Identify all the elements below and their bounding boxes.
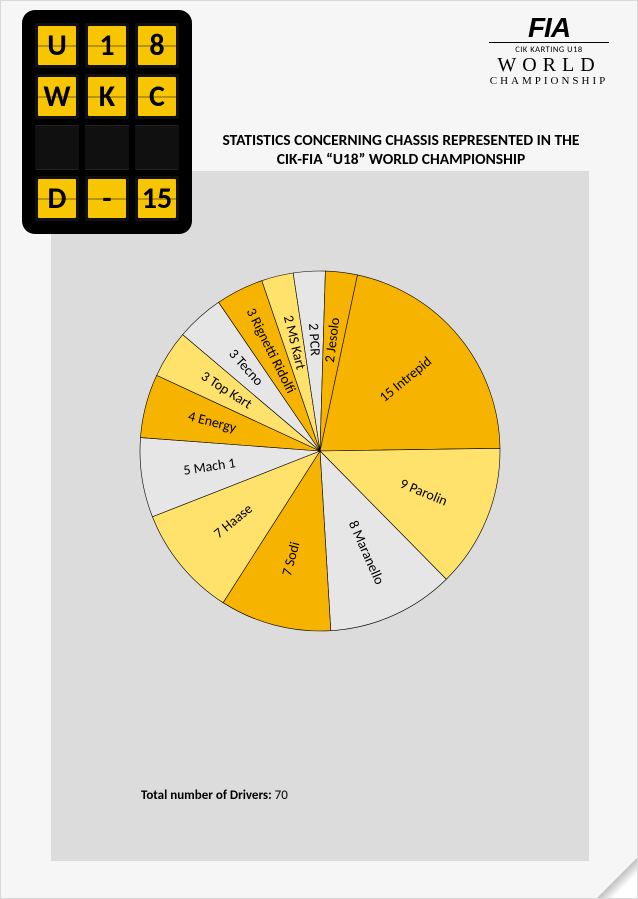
flap-cell [85,125,129,170]
chart-title: STATISTICS CONCERNING CHASSIS REPRESENTE… [211,131,591,170]
pie-label: 2 PCR [305,323,324,357]
flap-cell [135,125,179,170]
fia-world: WORLD [489,56,609,75]
page-curl [597,858,637,898]
flap-cell: C [135,74,179,119]
flap-cell: D [35,176,79,221]
flap-cell: - [85,176,129,221]
flap-cell: 15 [135,176,179,221]
flap-cell: U [35,23,79,68]
flap-cell: W [35,74,79,119]
grey-panel: 15 Intrepid9 Parolin8 Maranello7 Sodi7 H… [51,171,589,861]
flap-cell: 1 [85,23,129,68]
flap-cell: K [85,74,129,119]
total-drivers: Total number of Drivers: 70 [141,788,288,803]
fia-champ: CHAMPIONSHIP [489,75,609,87]
pie-chart: 15 Intrepid9 Parolin8 Maranello7 Sodi7 H… [110,231,530,671]
flap-cell: 8 [135,23,179,68]
fia-logo: FIA CIK KARTING U18 WORLD CHAMPIONSHIP [489,15,609,87]
page: 15 Intrepid9 Parolin8 Maranello7 Sodi7 H… [0,0,638,899]
flap-cell [35,125,79,170]
fia-big: FIA [489,15,609,40]
total-label: Total number of Drivers: [141,788,272,803]
total-value: 70 [275,788,288,803]
flapboard: U18 WKC D-15 [25,13,189,231]
